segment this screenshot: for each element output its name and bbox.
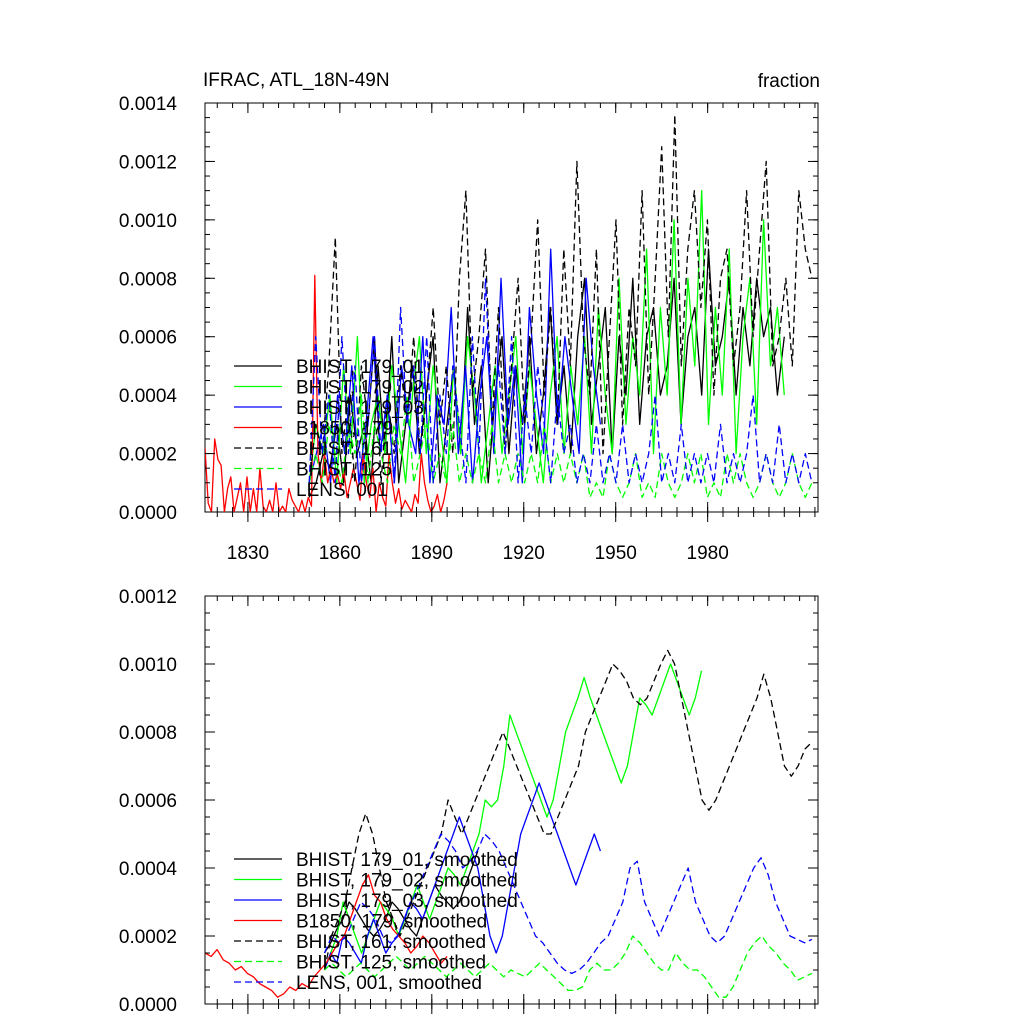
legend-label: BHIST, 161: [296, 439, 392, 460]
y-tick-label: 0.0004: [119, 859, 178, 880]
series-line-2: [308, 248, 602, 484]
legend-label: BHIST, 179_03: [296, 398, 424, 419]
y-tick-label: 0.0000: [119, 503, 177, 524]
y-tick-label: 0.0006: [119, 791, 177, 812]
y-tick-label: 0.0012: [119, 152, 177, 173]
x-tick-label: 1980: [687, 543, 729, 564]
x-tick-label: 1830: [227, 543, 269, 564]
bottom-panel: 0.0000 0.0002 0.0004 0.0006 0.0008 0.0010 0.00…: [119, 587, 819, 1016]
x-tick-label: 1920: [503, 543, 545, 564]
series-group: [205, 649, 813, 998]
y-tick-label: 0.0008: [119, 723, 177, 744]
legend-label: LENS, 001: [296, 480, 388, 501]
series-line-6: [323, 833, 813, 975]
legend-label: BHIST, 179_03, smoothed: [296, 891, 518, 912]
x-tick-label: 1860: [319, 543, 361, 564]
series-group: [205, 114, 813, 512]
series-line-5: [324, 935, 813, 998]
legend-label: BHIST, 179_01, smoothed: [296, 850, 518, 871]
x-tick-label: 1950: [595, 543, 637, 564]
legend-label: BHIST, 179_02: [296, 378, 424, 399]
legend-label: B1850, 179: [296, 419, 393, 440]
y-tick-label: 0.0012: [119, 587, 177, 608]
legend-label: BHIST, 125: [296, 460, 392, 481]
legend-label: BHIST, 179_01: [296, 357, 424, 378]
y-tick-label: 0.0010: [119, 655, 177, 676]
chart-title: IFRAC, ATL_18N-49N: [203, 70, 390, 91]
y-tick-label: 0.0010: [119, 211, 177, 232]
units-label: fraction: [758, 71, 820, 92]
legend-label: B1850, 179, smoothed: [296, 912, 487, 933]
legend-label: LENS, 001, smoothed: [296, 973, 482, 994]
top-panel: IFRAC, ATL_18N-49N fraction 0.0000 0.0002…: [119, 70, 820, 564]
series-line-6: [308, 277, 813, 484]
x-tick-label: 1890: [411, 543, 453, 564]
legend-label: BHIST, 125, smoothed: [296, 953, 486, 974]
legend-label: BHIST, 179_02, smoothed: [296, 871, 518, 892]
legend-label: BHIST, 161, smoothed: [296, 932, 486, 953]
y-tick-label: 0.0008: [119, 269, 177, 290]
series-line-5: [308, 394, 813, 499]
series-line-4: [308, 114, 813, 484]
series-line-0: [323, 850, 479, 954]
y-tick-label: 0.0004: [119, 386, 178, 407]
y-tick-label: 0.0002: [119, 927, 177, 948]
y-tick-label: 0.0002: [119, 445, 177, 466]
y-tick-label: 0.0000: [119, 995, 177, 1016]
series-line-3: [205, 274, 448, 512]
series-line-4: [323, 649, 813, 971]
y-tick-label: 0.0006: [119, 328, 177, 349]
y-tick-label: 0.0014: [119, 94, 178, 115]
